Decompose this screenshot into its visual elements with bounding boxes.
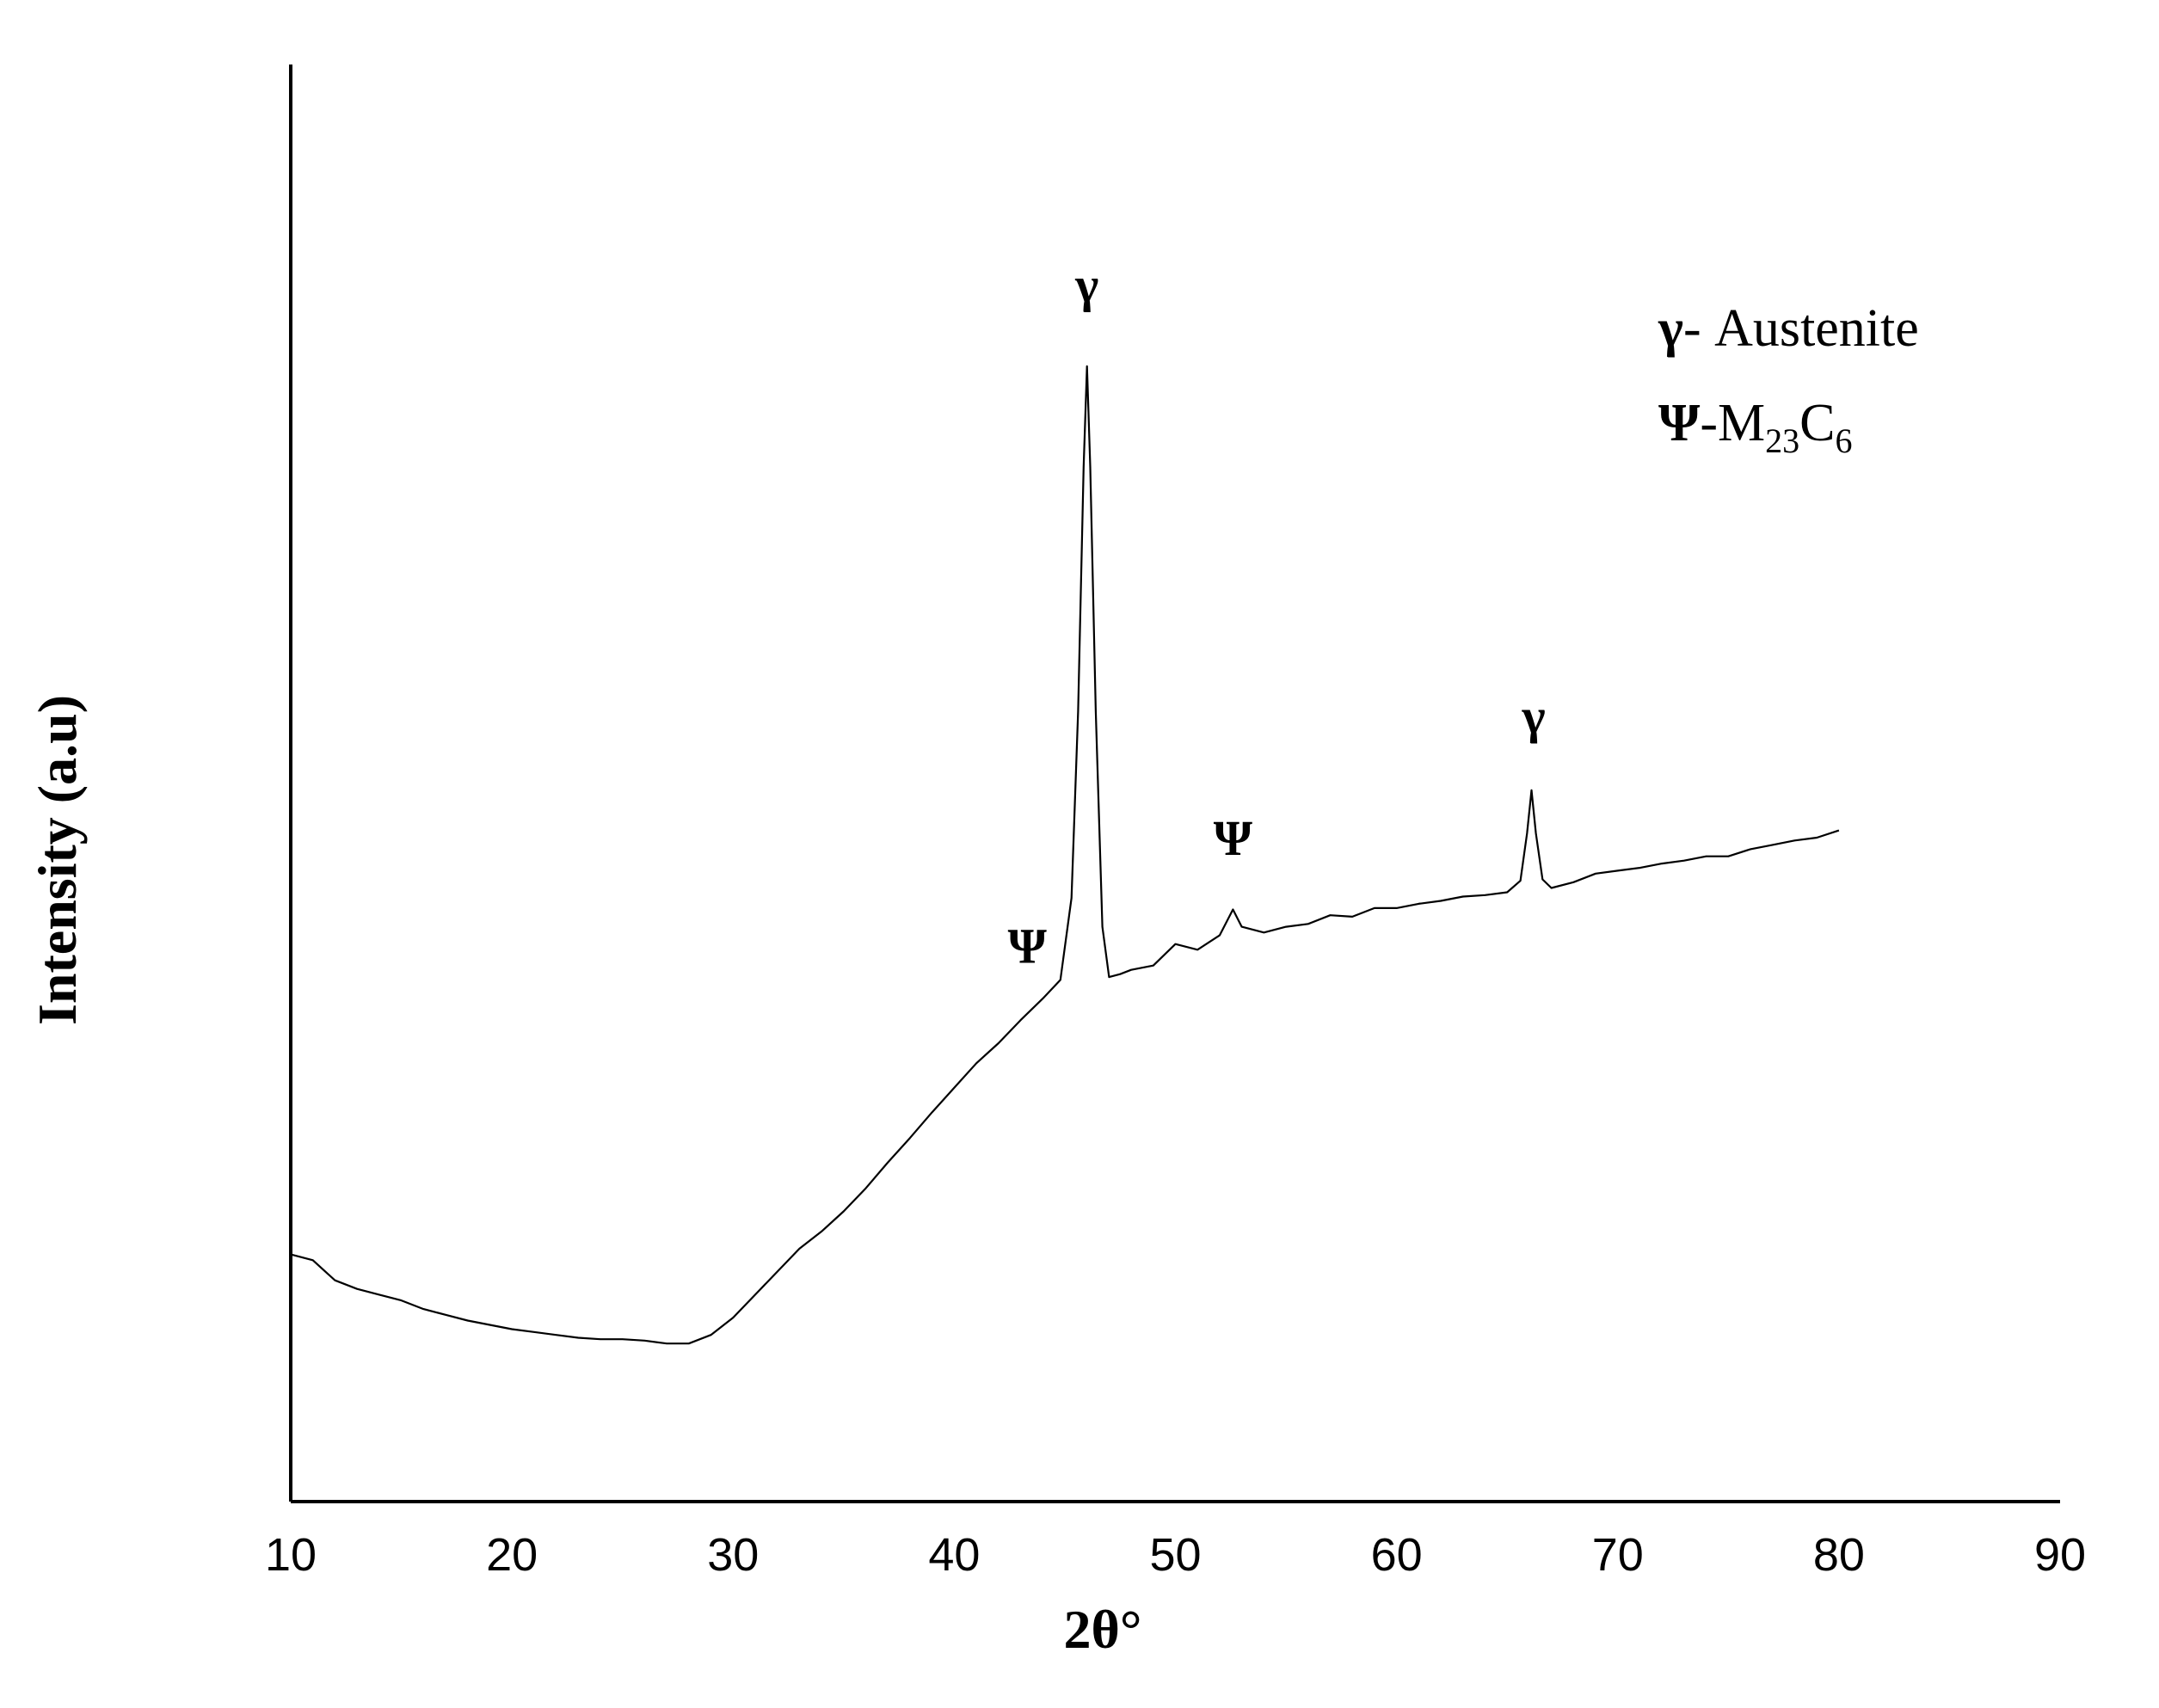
peak-label-psi: Ψ [1008, 918, 1048, 974]
x-tick-label: 60 [1371, 1529, 1423, 1581]
peak-label-gamma: γ [1074, 257, 1098, 313]
peak-label-gamma: γ [1521, 688, 1545, 744]
x-tick-label: 30 [707, 1529, 759, 1581]
x-axis-title: 2θ° [1064, 1599, 1142, 1660]
series-line-intensity [290, 365, 1840, 1345]
legend: γ- Austenite Ψ-M23C6 [1658, 299, 1919, 460]
legend-text-c: C [1799, 394, 1835, 452]
legend-subscript-23: 23 [1765, 421, 1799, 460]
legend-text-m: -M [1700, 394, 1765, 452]
legend-symbol-gamma: γ [1658, 299, 1683, 358]
legend-symbol-psi: Ψ [1658, 394, 1701, 452]
y-axis-title: Intensity (a.u) [27, 695, 88, 1025]
x-tick-label: 40 [928, 1529, 980, 1581]
legend-subscript-6: 6 [1836, 421, 1853, 460]
x-tick-label: 20 [486, 1529, 538, 1581]
x-tick-label: 70 [1592, 1529, 1644, 1581]
legend-entry-m23c6: Ψ-M23C6 [1658, 394, 1853, 460]
x-tick-label: 90 [2034, 1529, 2086, 1581]
legend-text-austenite: - Austenite [1683, 299, 1919, 358]
x-tick-label: 50 [1149, 1529, 1201, 1581]
plot-area [290, 365, 1840, 1345]
x-axis-ticks: 10 20 30 40 50 60 70 80 90 [265, 1529, 2086, 1581]
x-tick-label: 10 [265, 1529, 317, 1581]
legend-entry-austenite: γ- Austenite [1658, 299, 1919, 358]
x-tick-label: 80 [1813, 1529, 1865, 1581]
peak-annotations: γ Ψ Ψγ [1008, 257, 1546, 974]
peak-label-psi: Ψ [1214, 810, 1253, 866]
